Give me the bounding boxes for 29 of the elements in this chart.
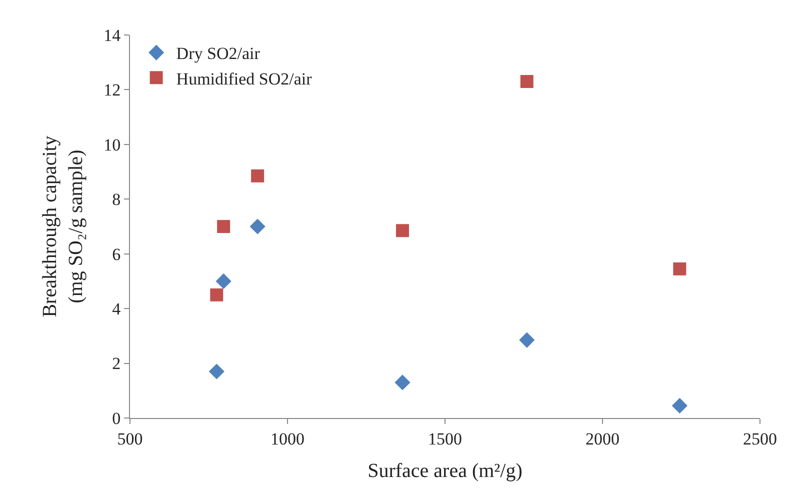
point xyxy=(519,332,535,348)
x-tick-label: 1000 xyxy=(270,429,304,448)
point xyxy=(251,169,264,182)
point xyxy=(520,75,534,88)
point xyxy=(217,220,230,233)
y-tick-label: 8 xyxy=(112,190,121,210)
point xyxy=(394,374,410,390)
x-axis-title: Surface area (m²/g) xyxy=(368,460,522,482)
legend-label: Dry SO2/air xyxy=(176,44,260,64)
y-tick-label: 2 xyxy=(112,354,121,374)
y-tick-label: 10 xyxy=(104,135,121,154)
point xyxy=(672,398,688,414)
legend-label: Humidified SO2/air xyxy=(176,69,312,88)
y-axis-title: Breakthrough capacity (mg SO₂/g sample) xyxy=(39,136,88,318)
point xyxy=(250,218,266,234)
point xyxy=(208,364,224,380)
y-tick-label: 6 xyxy=(112,244,121,264)
point xyxy=(216,273,232,290)
y-tick-label: 14 xyxy=(104,26,122,45)
point xyxy=(396,224,409,238)
point xyxy=(673,262,686,276)
x-tick-label: 500 xyxy=(117,429,143,448)
y-tick-label: 12 xyxy=(104,80,121,100)
point xyxy=(210,288,224,302)
y-tick-label: 4 xyxy=(112,300,122,319)
x-tick-label: 1500 xyxy=(428,429,462,448)
y-tick-label: 0 xyxy=(112,408,121,428)
x-tick-label: 2000 xyxy=(586,429,620,448)
x-tick-label: 2500 xyxy=(743,429,777,448)
